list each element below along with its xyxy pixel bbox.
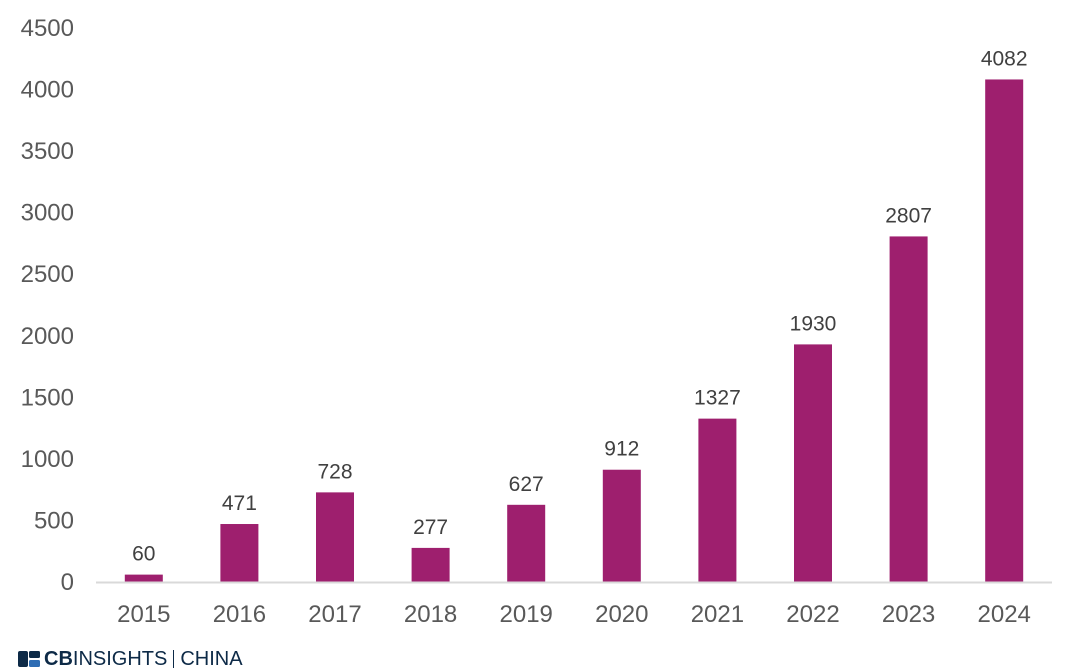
- data-label-2022: 1930: [790, 312, 837, 335]
- y-tick-label: 1000: [21, 446, 74, 473]
- brand-separator: [173, 650, 175, 668]
- data-label-2020: 912: [604, 438, 639, 461]
- y-tick-label: 500: [34, 507, 74, 534]
- x-tick-label: 2024: [978, 601, 1031, 628]
- data-label-2015: 60: [132, 543, 155, 566]
- data-labels: 60 471 728 277 627 912 1327 1930 2807 4082: [132, 47, 1027, 565]
- y-tick-label: 3000: [21, 200, 74, 227]
- x-tick-label: 2015: [117, 601, 170, 628]
- data-label-2021: 1327: [694, 387, 741, 410]
- bar-2020: [602, 469, 641, 582]
- bar-2021: [698, 418, 737, 582]
- brand-china-text: CHINA: [180, 647, 243, 670]
- data-label-2018: 277: [413, 516, 448, 539]
- data-label-2019: 627: [509, 473, 544, 496]
- bar-2023: [889, 236, 928, 582]
- x-tick-label: 2016: [213, 601, 266, 628]
- y-tick-label: 4000: [21, 77, 74, 104]
- x-tick-label: 2020: [595, 601, 648, 628]
- data-label-2017: 728: [317, 460, 352, 483]
- bars: [124, 79, 1024, 582]
- bar-2017: [316, 492, 354, 582]
- bar-2015: [124, 574, 163, 582]
- cb-insights-logo-icon: [18, 651, 40, 667]
- x-tick-label: 2021: [691, 601, 744, 628]
- bar-chart: 0 500 1000 1500 2000 2500 3000 3500 4000 4500 60 4…: [21, 15, 1052, 628]
- bar-2018: [411, 547, 450, 582]
- data-label-2016: 471: [222, 492, 257, 515]
- bar-2019: [507, 504, 546, 582]
- brand-insights-text: INSIGHTS: [72, 647, 168, 670]
- y-tick-label: 2000: [21, 323, 74, 350]
- x-tick-label: 2019: [500, 601, 553, 628]
- y-tick-label: 0: [61, 569, 74, 596]
- data-label-2023: 2807: [885, 204, 932, 227]
- x-tick-label: 2018: [404, 601, 457, 628]
- bar-2016: [220, 524, 259, 582]
- bar-2022: [794, 344, 832, 582]
- x-axis-labels: 2015 2016 2017 2018 2019 2020 2021 2022 2023 2024: [117, 601, 1031, 628]
- x-tick-label: 2023: [882, 601, 935, 628]
- y-axis-ticks: 0 500 1000 1500 2000 2500 3000 3500 4000 4500: [21, 15, 74, 596]
- brand-cb-text: CB: [44, 647, 73, 670]
- x-tick-label: 2022: [786, 601, 839, 628]
- x-tick-label: 2017: [308, 601, 361, 628]
- y-tick-label: 3500: [21, 138, 74, 165]
- data-label-2024: 4082: [981, 47, 1028, 70]
- cb-insights-china-logo: CB INSIGHTS CHINA: [18, 648, 243, 670]
- y-tick-label: 1500: [21, 384, 74, 411]
- bar-2024: [985, 79, 1024, 582]
- y-tick-label: 2500: [21, 261, 74, 288]
- y-tick-label: 4500: [21, 15, 74, 42]
